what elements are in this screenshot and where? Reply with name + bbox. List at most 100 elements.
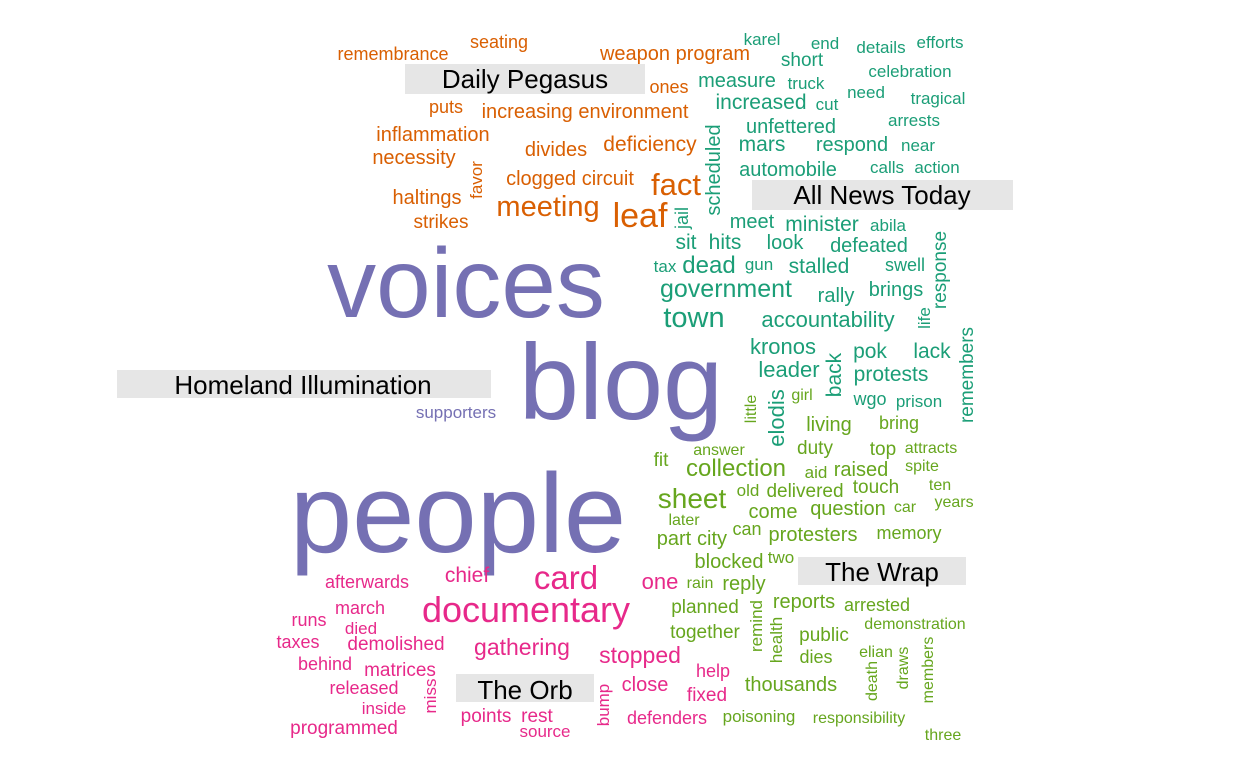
word-fit: fit xyxy=(654,450,670,471)
word-haltings: haltings xyxy=(393,187,462,209)
word-scheduled: scheduled xyxy=(703,124,725,215)
word-swell: swell xyxy=(885,255,925,275)
word-weapon-program: weapon program xyxy=(599,43,750,65)
word-released: released xyxy=(329,678,398,698)
word-public: public xyxy=(799,625,849,646)
label-bg-the-orb xyxy=(456,674,594,702)
word-government: government xyxy=(660,275,792,303)
word-end: end xyxy=(811,34,839,53)
word-response: response xyxy=(930,231,951,309)
word-fixed: fixed xyxy=(687,685,727,706)
label-bg-all-news-today xyxy=(752,180,1013,210)
word-meeting: meeting xyxy=(496,191,599,223)
word-clogged-circuit: clogged circuit xyxy=(506,168,634,190)
word-voices: voices xyxy=(327,228,605,338)
word-dead: dead xyxy=(682,252,735,279)
label-bg-homeland-illumination xyxy=(117,370,491,398)
word-details: details xyxy=(856,38,905,57)
word-matrices: matrices xyxy=(364,660,436,681)
word-taxes: taxes xyxy=(276,632,319,652)
word-health: health xyxy=(767,617,786,663)
word-puts: puts xyxy=(429,97,463,117)
word-remembers: remembers xyxy=(957,327,978,423)
word-stopped: stopped xyxy=(599,642,681,668)
word-card: card xyxy=(534,559,598,596)
word-years: years xyxy=(934,494,973,511)
word-can: can xyxy=(732,519,761,539)
word-thousands: thousands xyxy=(745,674,837,696)
word-action: action xyxy=(914,158,959,177)
word-two: two xyxy=(768,548,794,567)
word-gathering: gathering xyxy=(474,634,570,660)
word-ten: ten xyxy=(929,477,951,494)
word-jail: jail xyxy=(672,207,692,230)
word-documentary: documentary xyxy=(422,589,630,630)
word-minister: minister xyxy=(785,213,859,236)
word-aid: aid xyxy=(805,463,828,482)
word-help: help xyxy=(696,661,730,681)
word-later: later xyxy=(668,512,700,529)
word-part: part xyxy=(657,528,692,550)
word-strikes: strikes xyxy=(414,212,469,233)
word-calls: calls xyxy=(870,158,904,177)
word-reply: reply xyxy=(722,573,765,595)
word-near: near xyxy=(901,136,935,155)
word-poisoning: poisoning xyxy=(723,707,796,726)
word-planned: planned xyxy=(671,597,739,618)
word-short: short xyxy=(781,50,824,71)
word-dies: dies xyxy=(799,647,832,667)
word-life: life xyxy=(915,307,934,329)
word-members: members xyxy=(920,637,937,704)
word-abila: abila xyxy=(870,216,906,235)
word-car: car xyxy=(894,499,917,516)
word-demolished: demolished xyxy=(347,634,444,655)
word-town: town xyxy=(663,302,724,334)
word-pok: pok xyxy=(853,340,887,363)
word-march: march xyxy=(335,598,385,618)
word-died: died xyxy=(345,619,377,638)
word-little: little xyxy=(743,395,760,424)
word-sheet: sheet xyxy=(658,483,727,514)
label-the-orb: The Orb xyxy=(477,675,572,705)
label-homeland-illumination: Homeland Illumination xyxy=(174,370,431,400)
word-points: points xyxy=(461,706,512,727)
word-divides: divides xyxy=(525,139,587,161)
word-inflammation: inflammation xyxy=(376,124,489,146)
word-bump: bump xyxy=(594,684,613,727)
word-meet: meet xyxy=(730,211,775,233)
word-responsibility: responsibility xyxy=(813,710,905,727)
word-raised: raised xyxy=(834,459,888,481)
word-bring: bring xyxy=(879,413,919,433)
word-back: back xyxy=(823,352,846,397)
word-elian: elian xyxy=(859,644,893,661)
word-source: source xyxy=(519,722,570,741)
word-duty: duty xyxy=(797,438,833,459)
word-programmed: programmed xyxy=(290,718,398,739)
word-look: look xyxy=(767,232,805,254)
label-all-news-today: All News Today xyxy=(793,180,970,210)
word-wgo: wgo xyxy=(852,389,886,409)
word-inside: inside xyxy=(362,699,406,718)
word-necessity: necessity xyxy=(372,147,455,169)
word-runs: runs xyxy=(291,610,326,630)
word-rally: rally xyxy=(818,285,855,307)
word-tragical: tragical xyxy=(911,89,966,108)
word-remind: remind xyxy=(747,600,766,652)
word-efforts: efforts xyxy=(917,33,964,52)
word-protests: protests xyxy=(854,363,929,386)
word-blog: blog xyxy=(519,321,723,442)
word-brings: brings xyxy=(869,279,923,301)
word-kronos: kronos xyxy=(750,334,816,359)
word-attracts: attracts xyxy=(905,440,957,457)
word-three: three xyxy=(925,727,962,744)
word-protesters: protesters xyxy=(769,524,858,546)
word-girl: girl xyxy=(791,387,812,404)
word-defeated: defeated xyxy=(830,235,908,257)
word-tax: tax xyxy=(654,257,677,276)
word-fact: fact xyxy=(651,167,701,202)
word-leaf: leaf xyxy=(613,197,668,235)
word-old: old xyxy=(737,481,760,500)
word-draws: draws xyxy=(895,647,912,690)
word-blocked: blocked xyxy=(695,551,764,573)
word-one: one xyxy=(642,569,679,594)
